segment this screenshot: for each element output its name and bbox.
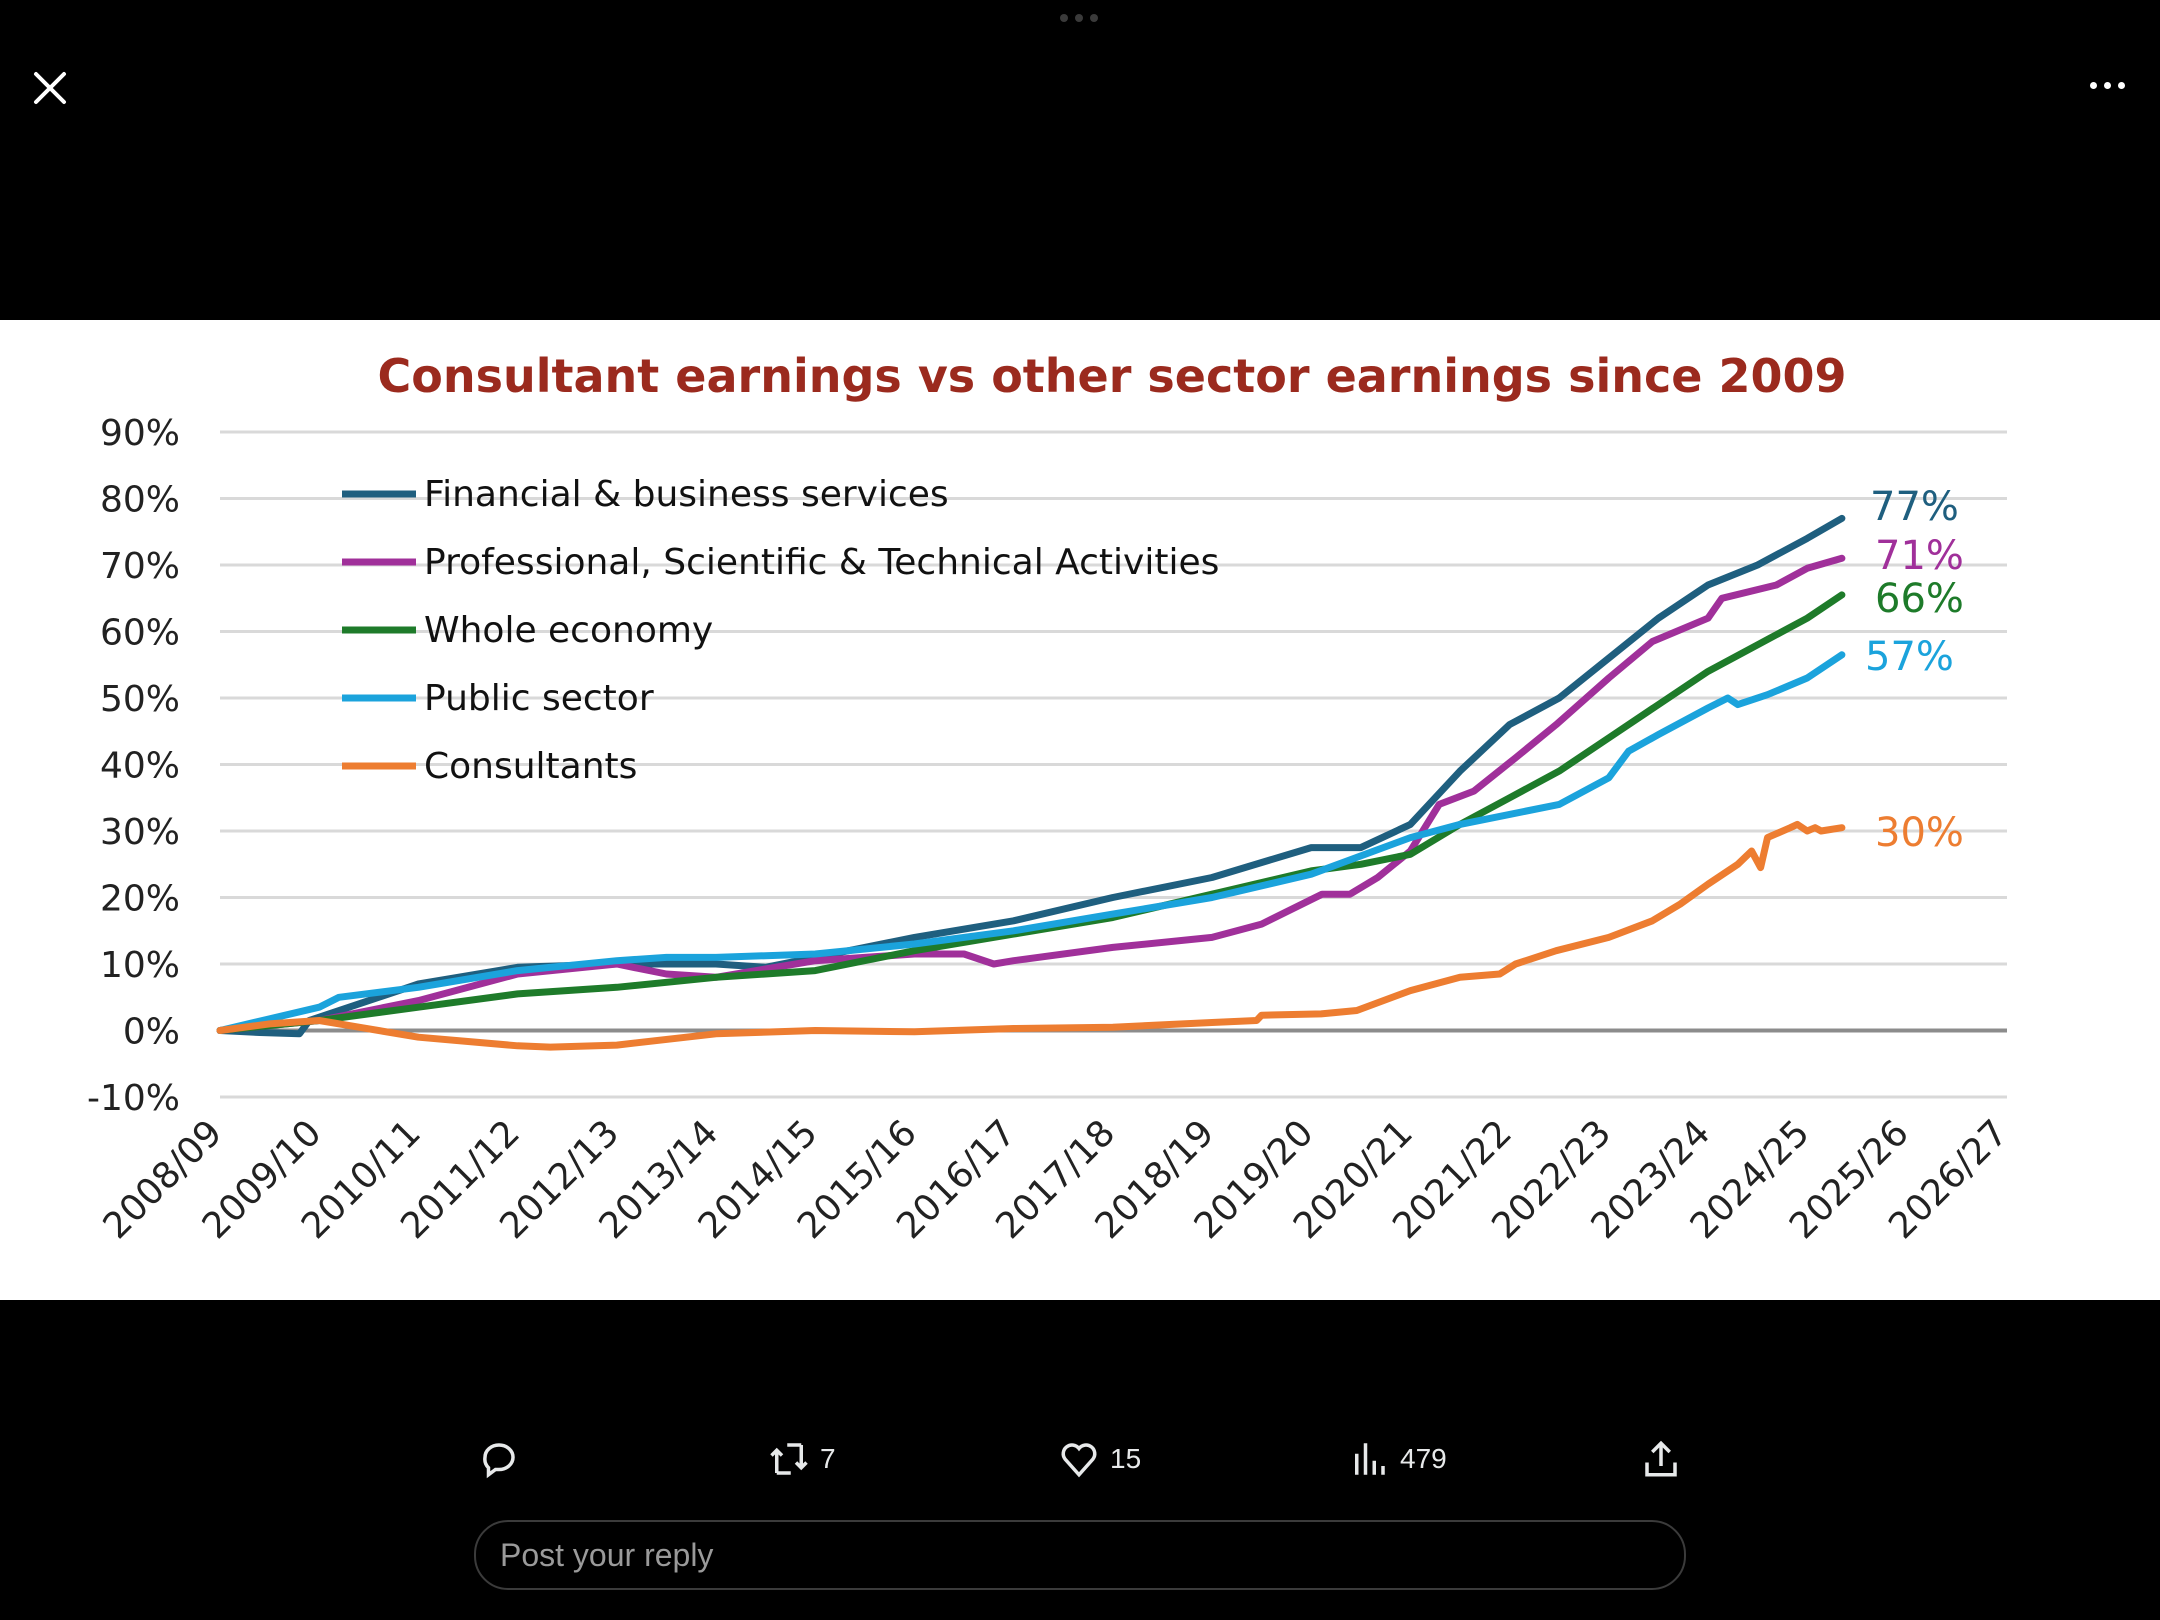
end-value-label: 57% (1865, 634, 1954, 680)
views-button[interactable]: 479 (1348, 1438, 1447, 1480)
y-tick-label: 70% (100, 546, 180, 587)
y-tick-label: 50% (100, 679, 180, 720)
chart-background (0, 320, 2160, 1300)
series-line-financial-business-services (216, 514, 1846, 1038)
y-tick-label: 90% (100, 413, 180, 454)
views-count: 479 (1400, 1443, 1447, 1474)
end-value-label: 77% (1870, 484, 1959, 530)
like-count: 15 (1110, 1443, 1142, 1474)
end-value-label: 66% (1875, 576, 1964, 622)
y-tick-label: 20% (100, 879, 180, 920)
series-line-consultants (216, 820, 1846, 1051)
y-tick-label: 30% (100, 812, 180, 853)
retweet-icon (770, 1443, 808, 1475)
y-tick-label: 40% (100, 746, 180, 787)
legend-label: Whole economy (424, 610, 713, 651)
reply-button[interactable] (478, 1438, 520, 1480)
reply-input[interactable] (498, 1535, 1602, 1575)
close-icon[interactable] (30, 68, 70, 108)
reply-box[interactable] (474, 1520, 1686, 1590)
heart-icon (1061, 1443, 1097, 1478)
legend-label: Professional, Scientific & Technical Act… (424, 542, 1219, 583)
y-tick-label: 10% (100, 945, 180, 986)
share-icon (1645, 1440, 1677, 1477)
views-chart-icon (1355, 1443, 1385, 1475)
y-tick-label: -10% (87, 1078, 180, 1119)
end-value-label: 30% (1875, 810, 1964, 856)
series-line-professional-scientific-technical-activities (216, 554, 1846, 1034)
legend-label: Financial & business services (424, 474, 949, 515)
retweet-count: 7 (820, 1443, 836, 1474)
comment-icon (483, 1443, 515, 1479)
y-tick-label: 60% (100, 613, 180, 654)
chart-title: Consultant earnings vs other sector earn… (378, 349, 1847, 403)
y-tick-label: 80% (100, 480, 180, 521)
retweet-button[interactable]: 7 (768, 1438, 836, 1480)
legend-label: Public sector (424, 678, 654, 719)
grab-handle[interactable] (1060, 14, 1098, 22)
legend-label: Consultants (424, 746, 637, 787)
share-button[interactable] (1640, 1438, 1682, 1480)
series-line-public-sector (216, 651, 1846, 1034)
y-tick-label: 0% (123, 1012, 180, 1053)
like-button[interactable]: 15 (1058, 1438, 1141, 1480)
more-options-icon[interactable] (2090, 82, 2125, 89)
end-value-label: 71% (1875, 533, 1964, 579)
